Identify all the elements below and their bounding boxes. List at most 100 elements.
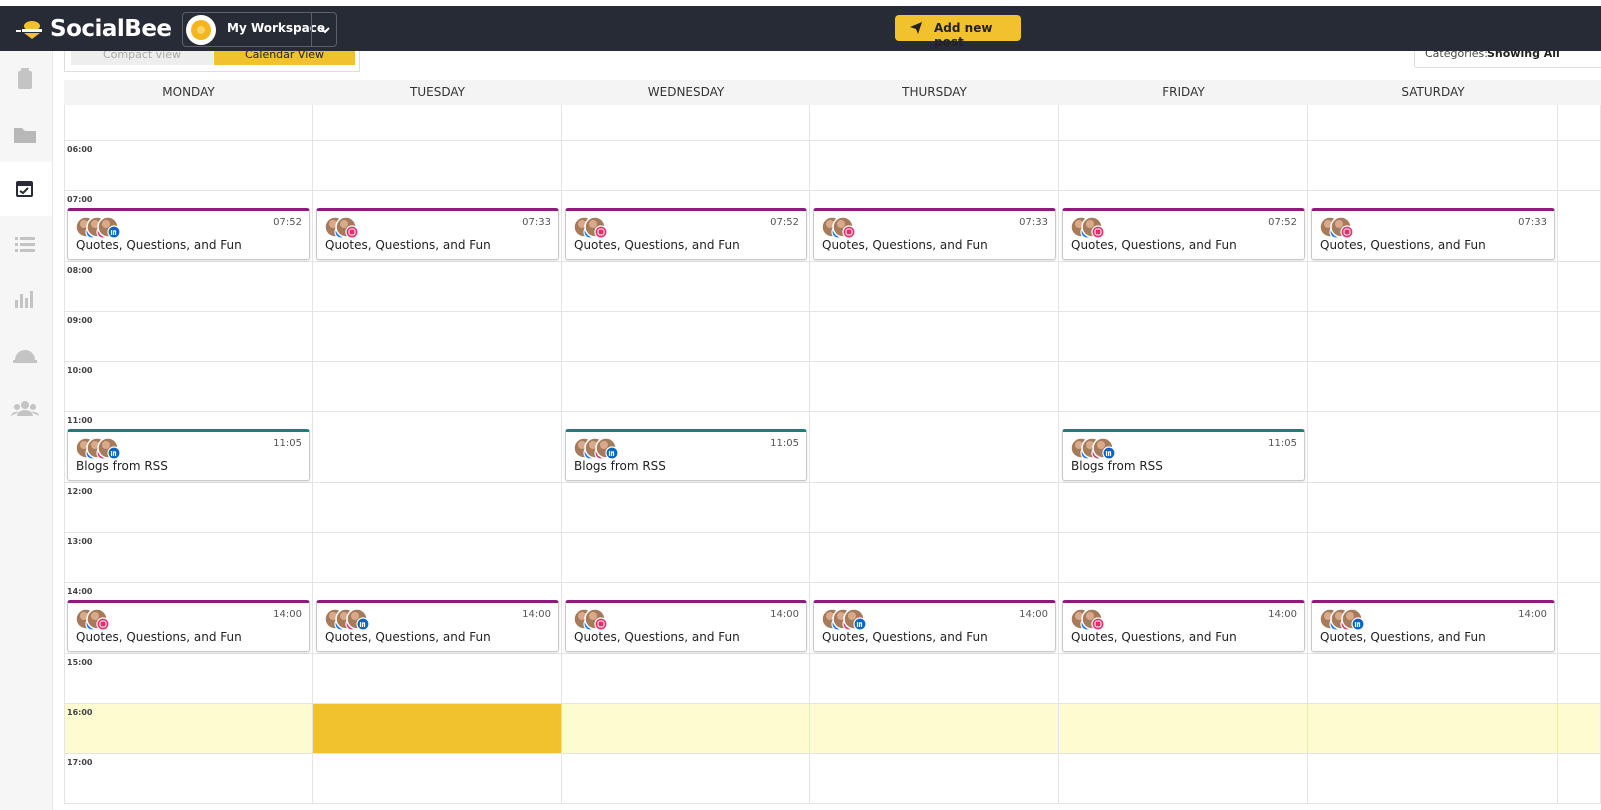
nav-posts[interactable] <box>0 217 52 271</box>
nav-categories[interactable] <box>0 108 52 162</box>
calendar-cell[interactable] <box>810 262 1059 312</box>
calendar-cell[interactable] <box>313 704 562 754</box>
nav-analytics[interactable] <box>0 272 52 326</box>
calendar-cell[interactable] <box>64 533 313 583</box>
calendar-cell[interactable] <box>1059 105 1308 141</box>
calendar-cell[interactable] <box>562 483 810 533</box>
post-card[interactable]: 07:33 Quotes, Questions, and Fun <box>1311 208 1555 260</box>
calendar-cell[interactable] <box>313 362 562 412</box>
calendar-cell[interactable] <box>313 105 562 141</box>
calendar-cell[interactable] <box>810 704 1059 754</box>
calendar-cell[interactable] <box>562 312 810 362</box>
calendar-cell[interactable] <box>810 362 1059 412</box>
calendar-cell[interactable] <box>64 105 313 141</box>
calendar-cell[interactable] <box>562 533 810 583</box>
calendar-cell[interactable] <box>562 105 810 141</box>
calendar-cell[interactable] <box>1308 105 1558 141</box>
workspace-switcher[interactable]: My Workspace <box>182 12 337 47</box>
post-card[interactable]: 14:00 Quotes, Questions, and Fun <box>67 600 310 652</box>
post-card[interactable]: 11:05 Blogs from RSS <box>1062 429 1305 481</box>
post-card[interactable]: 14:00 Quotes, Questions, and Fun <box>813 600 1056 652</box>
calendar-cell[interactable] <box>1558 704 1601 754</box>
calendar-cell[interactable] <box>64 704 313 754</box>
calendar-cell[interactable] <box>1558 412 1601 483</box>
calendar-cell[interactable] <box>1558 533 1601 583</box>
post-card[interactable]: 14:00 Quotes, Questions, and Fun <box>565 600 807 652</box>
calendar-cell[interactable] <box>1558 312 1601 362</box>
post-card[interactable]: 14:00 Quotes, Questions, and Fun <box>1062 600 1305 652</box>
calendar-cell[interactable] <box>1059 312 1308 362</box>
calendar-cell[interactable] <box>64 754 313 804</box>
calendar-cell[interactable] <box>313 483 562 533</box>
post-card[interactable]: 07:52 Quotes, Questions, and Fun <box>565 208 807 260</box>
calendar-cell[interactable] <box>1558 262 1601 312</box>
calendar-cell[interactable] <box>562 362 810 412</box>
calendar-cell[interactable] <box>313 533 562 583</box>
brand[interactable]: SocialBee <box>50 16 172 42</box>
calendar-cell[interactable] <box>1059 362 1308 412</box>
calendar-cell[interactable] <box>1059 654 1308 704</box>
calendar-cell[interactable] <box>810 105 1059 141</box>
calendar-cell[interactable] <box>1059 141 1308 191</box>
calendar-cell[interactable] <box>64 312 313 362</box>
calendar-cell[interactable] <box>64 483 313 533</box>
calendar-cell[interactable] <box>313 262 562 312</box>
calendar-cell[interactable] <box>562 654 810 704</box>
calendar-cell[interactable] <box>1308 412 1558 483</box>
calendar-cell[interactable] <box>64 262 313 312</box>
calendar-cell[interactable] <box>1308 533 1558 583</box>
calendar-cell[interactable] <box>810 754 1059 804</box>
calendar-cell[interactable] <box>1059 754 1308 804</box>
post-card[interactable]: 07:33 Quotes, Questions, and Fun <box>813 208 1056 260</box>
calendar-cell[interactable] <box>1558 483 1601 533</box>
calendar-cell[interactable] <box>1308 483 1558 533</box>
calendar-cell[interactable] <box>810 533 1059 583</box>
calendar-cell[interactable] <box>1308 362 1558 412</box>
calendar-cell[interactable] <box>1308 704 1558 754</box>
calendar-cell[interactable] <box>313 412 562 483</box>
calendar-cell[interactable] <box>64 654 313 704</box>
calendar-cell[interactable] <box>313 654 562 704</box>
calendar-cell[interactable] <box>1558 362 1601 412</box>
calendar-cell[interactable] <box>1308 654 1558 704</box>
calendar-cell[interactable] <box>1558 141 1601 191</box>
calendar-cell[interactable] <box>1059 704 1308 754</box>
calendar-cell[interactable] <box>562 262 810 312</box>
calendar-cell[interactable] <box>810 654 1059 704</box>
nav-content[interactable] <box>0 53 52 107</box>
post-card[interactable]: 07:52 Quotes, Questions, and Fun <box>67 208 310 260</box>
post-card[interactable]: 11:05 Blogs from RSS <box>565 429 807 481</box>
calendar-cell[interactable] <box>1059 483 1308 533</box>
post-card[interactable]: 07:33 Quotes, Questions, and Fun <box>316 208 559 260</box>
calendar-cell[interactable] <box>1059 262 1308 312</box>
calendar-cell[interactable] <box>810 312 1059 362</box>
add-post-button[interactable]: Add new post <box>895 15 1021 49</box>
calendar-cell[interactable] <box>1558 191 1601 262</box>
nav-schedule[interactable] <box>0 162 52 216</box>
calendar-cell[interactable] <box>1558 583 1601 654</box>
post-card[interactable]: 07:52 Quotes, Questions, and Fun <box>1062 208 1305 260</box>
calendar-cell[interactable] <box>1558 654 1601 704</box>
calendar-cell[interactable] <box>1558 105 1601 141</box>
calendar-cell[interactable] <box>810 141 1059 191</box>
calendar-cell[interactable] <box>810 483 1059 533</box>
calendar-cell[interactable] <box>1308 262 1558 312</box>
post-card[interactable]: 14:00 Quotes, Questions, and Fun <box>316 600 559 652</box>
calendar-cell[interactable] <box>810 412 1059 483</box>
calendar-cell[interactable] <box>64 362 313 412</box>
calendar-cell[interactable] <box>1558 754 1601 804</box>
calendar-cell[interactable] <box>1308 312 1558 362</box>
calendar-cell[interactable] <box>64 141 313 191</box>
calendar-cell[interactable] <box>562 704 810 754</box>
calendar-cell[interactable] <box>313 312 562 362</box>
calendar-cell[interactable] <box>313 754 562 804</box>
calendar-cell[interactable] <box>562 141 810 191</box>
nav-team[interactable] <box>0 382 52 436</box>
calendar-cell[interactable] <box>1059 533 1308 583</box>
chevron[interactable] <box>319 24 331 36</box>
post-card[interactable]: 14:00 Quotes, Questions, and Fun <box>1311 600 1555 652</box>
nav-concierge[interactable] <box>0 327 52 381</box>
calendar-cell[interactable] <box>313 141 562 191</box>
calendar-cell[interactable] <box>562 754 810 804</box>
calendar-cell[interactable] <box>1308 141 1558 191</box>
